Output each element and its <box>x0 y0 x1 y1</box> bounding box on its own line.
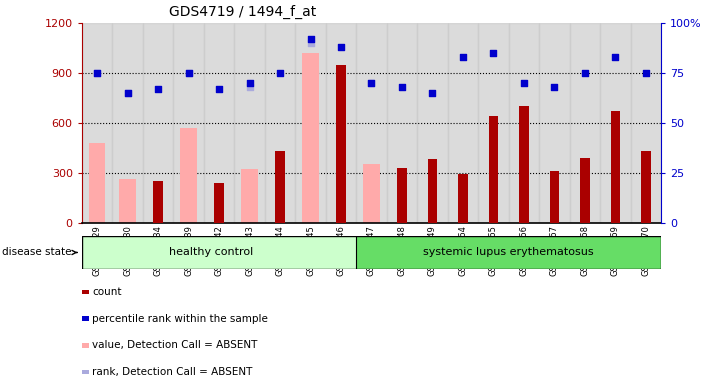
Point <box>91 70 102 76</box>
Bar <box>154 181 163 223</box>
Bar <box>82 236 356 269</box>
Bar <box>215 183 223 223</box>
Bar <box>336 65 346 223</box>
Bar <box>459 174 468 223</box>
Bar <box>275 151 284 223</box>
Bar <box>173 23 204 223</box>
Bar <box>356 236 661 269</box>
Text: systemic lupus erythematosus: systemic lupus erythematosus <box>424 247 594 258</box>
Point <box>244 84 255 90</box>
Bar <box>509 23 539 223</box>
Bar <box>264 23 295 223</box>
Bar <box>550 171 559 223</box>
Text: rank, Detection Call = ABSENT: rank, Detection Call = ABSENT <box>92 367 252 377</box>
Point <box>396 84 407 90</box>
Bar <box>580 158 589 223</box>
Point <box>365 80 377 86</box>
Text: percentile rank within the sample: percentile rank within the sample <box>92 314 268 324</box>
Point <box>122 90 133 96</box>
Point <box>152 86 164 92</box>
Bar <box>417 23 448 223</box>
Bar <box>479 23 509 223</box>
Text: value, Detection Call = ABSENT: value, Detection Call = ABSENT <box>92 340 257 350</box>
Point <box>457 54 469 60</box>
Bar <box>356 23 387 223</box>
Point <box>336 44 347 50</box>
Bar <box>143 23 173 223</box>
Bar <box>570 23 600 223</box>
Point <box>579 70 591 76</box>
Bar <box>82 23 112 223</box>
Bar <box>82 343 89 348</box>
Bar <box>397 168 407 223</box>
Point <box>305 36 316 42</box>
Text: healthy control: healthy control <box>169 247 254 258</box>
Bar <box>539 23 570 223</box>
Point <box>244 80 255 86</box>
Bar <box>119 179 136 223</box>
Point <box>427 90 438 96</box>
Point <box>91 70 102 76</box>
Bar <box>448 23 479 223</box>
Bar <box>363 164 380 223</box>
Bar <box>82 290 89 295</box>
Point <box>518 80 530 86</box>
Bar <box>302 53 319 223</box>
Bar <box>180 128 197 223</box>
Bar <box>82 369 89 374</box>
Point <box>183 70 194 76</box>
Bar <box>641 151 651 223</box>
Bar <box>89 143 105 223</box>
Point <box>641 70 652 76</box>
Bar <box>489 116 498 223</box>
Point <box>365 80 377 86</box>
Point <box>549 84 560 90</box>
Point <box>122 90 133 96</box>
Point <box>305 40 316 46</box>
Point <box>274 70 286 76</box>
Bar <box>326 23 356 223</box>
Bar <box>520 106 528 223</box>
Bar <box>600 23 631 223</box>
Bar <box>82 316 89 321</box>
Bar <box>387 23 417 223</box>
Bar <box>112 23 143 223</box>
Text: GDS4719 / 1494_f_at: GDS4719 / 1494_f_at <box>169 5 316 19</box>
Bar <box>295 23 326 223</box>
Bar <box>631 23 661 223</box>
Bar <box>611 111 620 223</box>
Text: disease state: disease state <box>1 247 77 258</box>
Point <box>183 70 194 76</box>
Bar <box>241 169 258 223</box>
Bar <box>234 23 264 223</box>
Bar <box>428 159 437 223</box>
Point <box>213 86 225 92</box>
Point <box>610 54 621 60</box>
Point <box>488 50 499 56</box>
Bar <box>204 23 234 223</box>
Text: count: count <box>92 287 122 297</box>
